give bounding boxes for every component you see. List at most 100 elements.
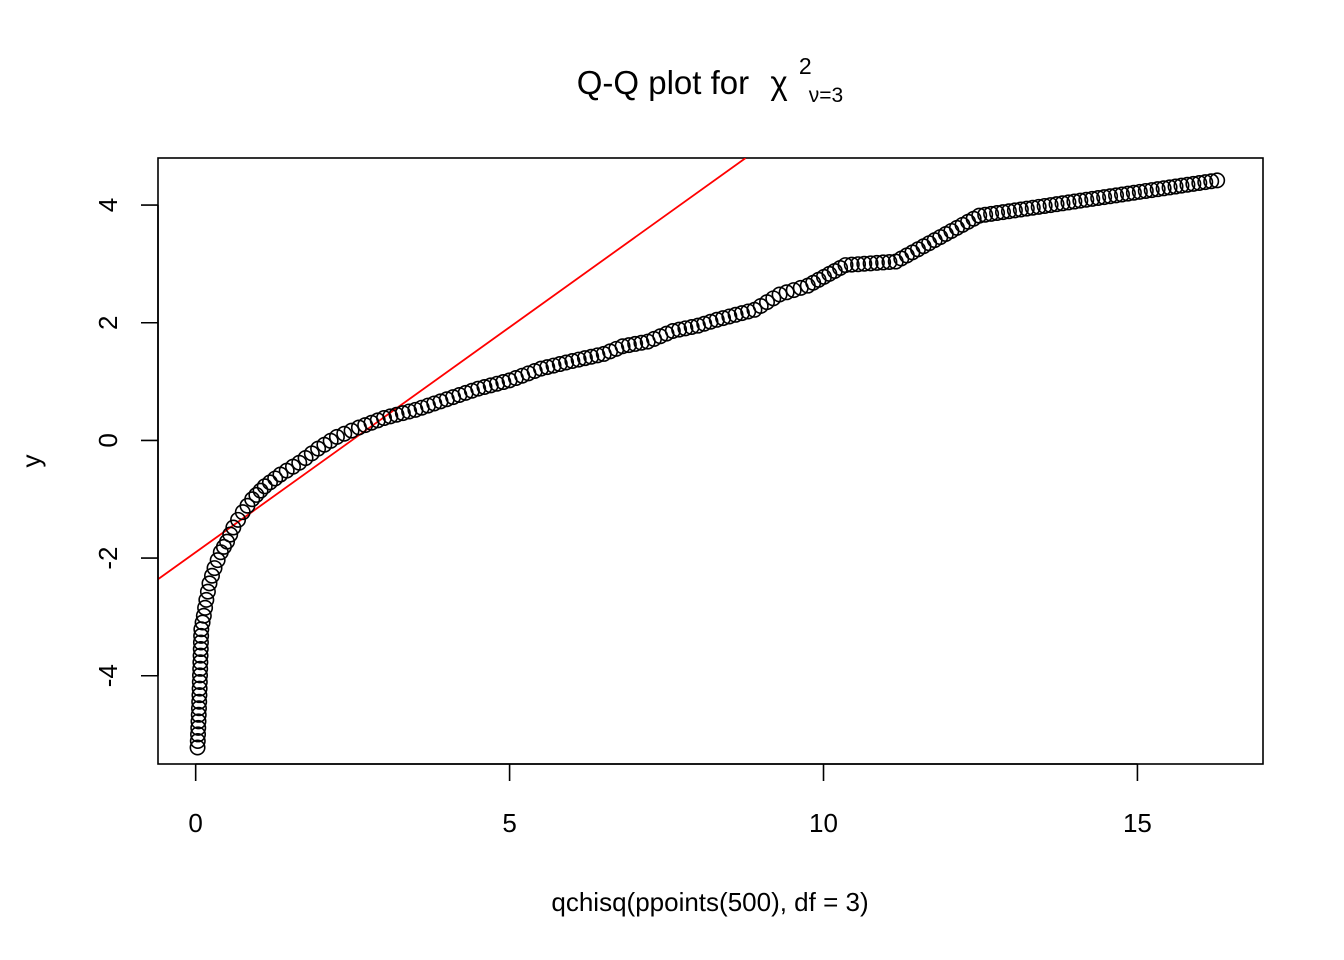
data-point: [898, 247, 915, 264]
data-point: [190, 719, 207, 736]
data-point: [248, 486, 265, 503]
data-point: [881, 253, 898, 270]
data-point: [192, 667, 209, 684]
y-tick-label: 4: [93, 198, 123, 212]
data-point: [1125, 184, 1142, 201]
data-point: [199, 583, 216, 600]
data-point: [1209, 172, 1226, 189]
data-point: [983, 205, 1000, 222]
data-point: [1078, 191, 1095, 208]
data-point: [1119, 185, 1136, 202]
y-tick-label: 2: [93, 316, 123, 330]
data-point: [771, 286, 788, 303]
data-point: [921, 235, 938, 252]
reference-line: [158, 158, 747, 580]
chart-title-subscript: ν=3: [809, 84, 843, 107]
x-tick-label: 15: [1123, 808, 1152, 838]
data-point: [932, 229, 949, 246]
data-point: [943, 222, 960, 239]
data-point: [1066, 193, 1083, 210]
data-point: [1042, 197, 1059, 214]
data-point: [683, 319, 700, 336]
data-point: [850, 256, 867, 273]
chart-title-main: Q-Q plot for: [577, 64, 749, 101]
data-point: [785, 282, 802, 299]
data-point: [191, 693, 208, 710]
data-point: [576, 350, 593, 367]
data-point: [708, 311, 725, 328]
data-point: [868, 254, 885, 271]
data-point: [190, 706, 207, 723]
data-point: [539, 359, 556, 376]
data-point: [1197, 174, 1214, 191]
data-point: [1018, 200, 1035, 217]
x-axis-label: qchisq(ppoints(500), df = 3): [551, 887, 868, 917]
data-point: [192, 647, 209, 664]
data-point: [189, 732, 206, 749]
data-point: [1131, 183, 1148, 200]
data-point: [1036, 197, 1053, 214]
data-point: [1060, 194, 1077, 211]
data-point: [192, 641, 209, 658]
data-point: [960, 213, 977, 230]
y-axis-label: y: [16, 455, 46, 468]
data-point: [904, 244, 921, 261]
data-point: [570, 351, 587, 368]
data-point: [192, 654, 209, 671]
data-point: [1191, 175, 1208, 192]
data-point: [1143, 182, 1160, 199]
data-point: [1179, 176, 1196, 193]
data-point: [328, 428, 345, 445]
data-point: [948, 219, 965, 236]
data-point: [192, 660, 209, 677]
data-point: [1012, 201, 1029, 218]
data-point: [1030, 198, 1047, 215]
y-tick-label: 0: [93, 433, 123, 447]
data-point: [1024, 199, 1041, 216]
data-point: [267, 470, 284, 487]
data-point: [1173, 177, 1190, 194]
data-point: [977, 206, 994, 223]
data-point: [489, 375, 506, 392]
data-point: [1096, 189, 1113, 206]
data-point: [1185, 175, 1202, 192]
data-point: [532, 360, 549, 377]
data-point: [583, 348, 600, 365]
data-point: [261, 474, 278, 491]
data-point: [671, 321, 688, 338]
data-point: [1203, 173, 1220, 190]
data-point: [198, 591, 215, 608]
data-point: [551, 356, 568, 373]
data-point: [1084, 190, 1101, 207]
data-point: [677, 320, 694, 337]
data-point: [1102, 188, 1119, 205]
data-point: [1048, 196, 1065, 213]
data-point: [1000, 203, 1017, 220]
data-point: [482, 377, 499, 394]
data-point: [1161, 179, 1178, 196]
data-point: [343, 422, 360, 439]
data-point: [193, 627, 210, 644]
data-point: [837, 257, 854, 274]
data-point: [336, 425, 353, 442]
data-point: [190, 700, 207, 717]
data-point: [856, 255, 873, 272]
data-point: [1149, 181, 1166, 198]
plot-layer: [158, 158, 1226, 756]
chart-title-superscript: 2: [799, 53, 812, 79]
chart-title: Q-Q plot for χ 2 ν=3: [577, 44, 843, 107]
data-point: [664, 322, 681, 339]
data-point: [843, 256, 860, 273]
data-point: [252, 482, 269, 499]
data-point: [209, 552, 226, 569]
data-point: [915, 238, 932, 255]
data-point: [875, 254, 892, 271]
data-point: [727, 306, 744, 323]
data-point: [989, 205, 1006, 222]
data-point: [1090, 190, 1107, 207]
data-point: [230, 511, 247, 528]
data-point: [721, 308, 738, 325]
data-point: [1167, 178, 1184, 195]
data-point: [388, 406, 405, 423]
